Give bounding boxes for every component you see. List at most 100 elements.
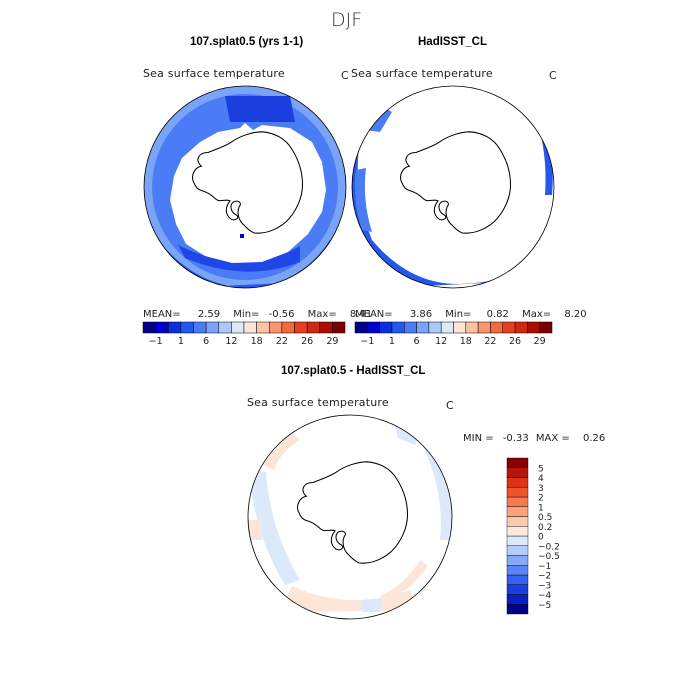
obs-colorbar-swatch [379,321,393,334]
model-colorbar-tick-label: 1 [178,336,184,347]
obs-colorbar-swatch [354,321,368,334]
model-sst-map [143,85,347,289]
model-colorbar-tick-label: 18 [251,336,263,347]
model-colorbar-swatch [180,321,194,334]
diff-max-label: MAX = [535,433,570,444]
model-colorbar-swatch [142,321,156,334]
diff-colorbar-swatch [506,477,529,488]
model-units: C [341,69,349,82]
model-min-label: Min= [233,309,260,320]
diff-colorbar-tick-label: 0.5 [538,513,552,523]
model-colorbar-swatch [319,321,333,334]
obs-colorbar-tick-label: 18 [460,336,472,347]
model-stats: MEAN= 2.59 Min= -0.56 Max= 8.41 [143,309,372,320]
obs-colorbar-tick-label: 29 [534,336,546,347]
diff-colorbar-tick-label: 5 [538,464,544,474]
model-colorbar-swatch [168,321,182,334]
model-panel-title: 107.splat0.5 (yrs 1-1) [190,36,304,48]
obs-colorbar-swatch [490,321,503,334]
diff-colorbar-tick-label: 0.2 [538,523,552,533]
model-mean-value: 2.59 [197,309,221,320]
diff-colorbar-tick-label: −0.5 [538,552,560,562]
obs-colorbar-swatch [416,321,430,334]
obs-colorbar-tick-label: 1 [389,336,395,347]
diff-colorbar-tick-label: 4 [538,474,544,484]
diff-colorbar-swatch [506,574,529,585]
diff-colorbar-swatch [506,516,529,527]
obs-min-value: 0.82 [486,309,509,320]
diff-colorbar-swatch [506,535,529,546]
obs-min-label: Min= [445,309,472,320]
diff-colorbar-swatch [506,555,529,566]
obs-colorbar-swatch [391,321,405,334]
diff-colorbar-swatch [506,496,529,507]
diff-colorbar-tick-label: −2 [538,572,551,582]
diff-stats: MIN = -0.33 MAX = 0.26 [463,433,605,444]
obs-colorbar-swatch [453,321,467,334]
obs-mean-value: 3.86 [409,309,433,320]
model-colorbar-tick-label: 26 [301,336,313,347]
diff-colorbar-tick-label: −3 [538,581,551,591]
model-colorbar-swatch [243,321,257,334]
diff-colorbar-swatch [506,545,529,556]
diff-colorbar-tick-label: 3 [538,484,544,494]
obs-colorbar-tick-label: 26 [509,336,521,347]
diff-colorbar-swatch [506,487,529,498]
obs-max-value: 8.20 [564,309,587,320]
diff-field-label: Sea surface temperature [247,396,389,409]
obs-colorbar-swatch [367,321,380,334]
obs-colorbar-tick-label: −1 [360,336,374,347]
obs-mean-label: MEAN= [355,309,393,320]
obs-colorbar-swatch [527,321,540,334]
diff-colorbar-swatch [506,594,529,605]
season-title: DJF [331,9,363,31]
diff-max-value: 0.26 [582,433,606,444]
model-colorbar-swatch [231,321,245,334]
obs-sst-map [351,85,555,289]
obs-colorbar-tick-label: 12 [435,336,447,347]
obs-colorbar-swatch [502,321,516,334]
model-colorbar-swatch [205,321,219,334]
model-colorbar-swatch [155,321,169,334]
model-colorbar-swatch [332,321,346,334]
obs-max-label: Max= [522,309,552,320]
diff-colorbar-swatch [506,604,529,615]
diff-colorbar-tick-label: −1 [538,562,551,572]
model-max-label: Max= [307,309,337,320]
obs-colorbar-swatch [514,321,528,334]
model-colorbar-swatch [306,321,320,334]
diff-colorbar-tick-label: −0.2 [538,542,560,552]
diff-min-label: MIN = [463,433,494,444]
model-colorbar-swatch [256,321,270,334]
model-colorbar-swatch [193,321,207,334]
diff-colorbar-tick-label: 1 [538,503,544,513]
diff-panel-title: 107.splat0.5 - HadISST_CL [281,365,426,377]
model-colorbar-swatch [218,321,232,334]
diff-units: C [446,399,454,412]
model-colorbar-tick-label: −1 [149,336,163,347]
diff-colorbar-swatch [506,584,529,595]
diff-colorbar-swatch [506,506,529,517]
diff-sst-map [247,414,453,620]
diff-colorbar-swatch [506,467,529,478]
diff-colorbar-tick-label: 2 [538,494,544,504]
obs-colorbar-swatch [440,321,454,334]
obs-colorbar-swatch [465,321,479,334]
model-colorbar-swatch [269,321,283,334]
diff-colorbar-swatch [506,526,529,537]
obs-colorbar-tick-label: 22 [484,336,496,347]
obs-units: C [549,69,557,82]
obs-colorbar-swatch [428,321,442,334]
model-colorbar-tick-label: 6 [203,336,209,347]
model-max-value: 8.41 [349,309,373,320]
diff-colorbar-tick-label: −4 [538,591,552,601]
obs-field-label: Sea surface temperature [351,67,493,80]
model-sst-colorbar: −1 1 6 12 18 22 26 29 [142,321,346,347]
diff-colorbar-swatch [506,565,529,576]
obs-colorbar-swatch [404,321,417,334]
model-colorbar-swatch [281,321,295,334]
diff-min-value: -0.33 [502,433,529,444]
